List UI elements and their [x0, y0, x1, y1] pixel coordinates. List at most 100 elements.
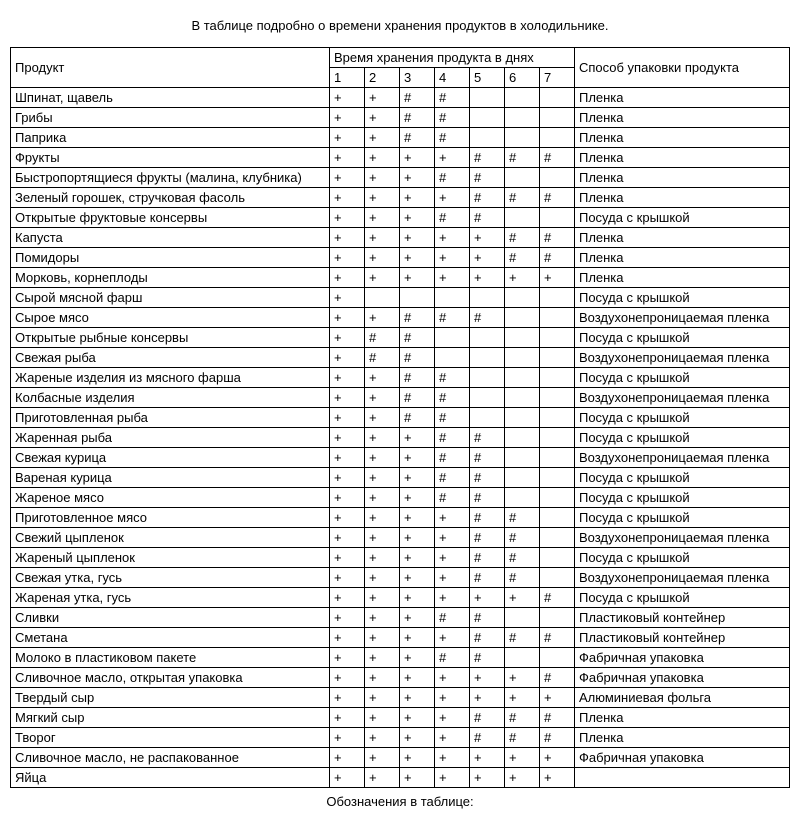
- cell-day: +: [539, 748, 574, 768]
- cell-day: #: [434, 208, 469, 228]
- cell-packaging: Пленка: [574, 228, 789, 248]
- cell-day: +: [539, 268, 574, 288]
- cell-day: +: [329, 608, 364, 628]
- cell-product: Приготовленная рыба: [11, 408, 330, 428]
- cell-day: #: [399, 408, 434, 428]
- col-days-header: Время хранения продукта в днях: [329, 48, 574, 68]
- cell-day: #: [469, 528, 504, 548]
- col-product: Продукт: [11, 48, 330, 88]
- cell-day: +: [329, 428, 364, 448]
- cell-day: [539, 128, 574, 148]
- cell-day: +: [399, 688, 434, 708]
- cell-product: Жареная утка, гусь: [11, 588, 330, 608]
- cell-day: +: [364, 548, 399, 568]
- cell-day: #: [434, 388, 469, 408]
- cell-packaging: Пленка: [574, 708, 789, 728]
- cell-product: Твердый сыр: [11, 688, 330, 708]
- cell-product: Сырой мясной фарш: [11, 288, 330, 308]
- cell-day: [504, 348, 539, 368]
- cell-day: +: [329, 408, 364, 428]
- cell-day: +: [329, 768, 364, 788]
- table-row: Мягкий сыр++++###Пленка: [11, 708, 790, 728]
- cell-day: #: [434, 368, 469, 388]
- cell-day: +: [329, 388, 364, 408]
- cell-day: [469, 388, 504, 408]
- cell-day: #: [469, 308, 504, 328]
- cell-product: Сырое мясо: [11, 308, 330, 328]
- cell-day: #: [364, 328, 399, 348]
- table-row: Сырое мясо++###Воздухонепроницаемая плен…: [11, 308, 790, 328]
- cell-day: +: [329, 468, 364, 488]
- table-row: Свежий цыпленок++++##Воздухонепроницаема…: [11, 528, 790, 548]
- table-row: Колбасные изделия++##Воздухонепроницаема…: [11, 388, 790, 408]
- cell-day: #: [399, 328, 434, 348]
- cell-day: [539, 368, 574, 388]
- cell-day: #: [469, 488, 504, 508]
- cell-day: #: [504, 528, 539, 548]
- cell-day: +: [504, 688, 539, 708]
- cell-day: [539, 328, 574, 348]
- cell-day: [364, 288, 399, 308]
- table-row: Быстропортящиеся фрукты (малина, клубник…: [11, 168, 790, 188]
- cell-day: +: [329, 88, 364, 108]
- table-row: Сливочное масло, открытая упаковка++++++…: [11, 668, 790, 688]
- cell-day: #: [539, 188, 574, 208]
- cell-day: +: [364, 228, 399, 248]
- cell-product: Жаренная рыба: [11, 428, 330, 448]
- cell-day: +: [329, 528, 364, 548]
- cell-product: Яйца: [11, 768, 330, 788]
- table-row: Свежая рыба+##Воздухонепроницаемая пленк…: [11, 348, 790, 368]
- table-row: Жареное мясо+++##Посуда с крышкой: [11, 488, 790, 508]
- cell-day: [539, 548, 574, 568]
- cell-product: Открытые фруктовые консервы: [11, 208, 330, 228]
- cell-day: #: [469, 448, 504, 468]
- cell-day: +: [504, 768, 539, 788]
- cell-day: #: [434, 468, 469, 488]
- cell-day: #: [504, 228, 539, 248]
- cell-day: [539, 288, 574, 308]
- cell-day: +: [399, 608, 434, 628]
- cell-day: #: [539, 148, 574, 168]
- cell-day: #: [469, 168, 504, 188]
- cell-day: +: [364, 708, 399, 728]
- cell-day: +: [364, 508, 399, 528]
- cell-day: +: [329, 348, 364, 368]
- cell-day: +: [434, 568, 469, 588]
- cell-day: +: [434, 708, 469, 728]
- cell-packaging: Посуда с крышкой: [574, 288, 789, 308]
- cell-day: [539, 308, 574, 328]
- cell-day: +: [364, 668, 399, 688]
- cell-day: +: [364, 568, 399, 588]
- cell-day: +: [329, 488, 364, 508]
- cell-day: #: [399, 368, 434, 388]
- cell-day: +: [329, 168, 364, 188]
- cell-packaging: Воздухонепроницаемая пленка: [574, 348, 789, 368]
- cell-day: +: [364, 248, 399, 268]
- cell-day: +: [434, 548, 469, 568]
- cell-day: +: [364, 308, 399, 328]
- cell-day: +: [364, 748, 399, 768]
- cell-packaging: [574, 768, 789, 788]
- cell-day: [504, 488, 539, 508]
- table-row: Свежая курица+++##Воздухонепроницаемая п…: [11, 448, 790, 468]
- cell-day: +: [504, 668, 539, 688]
- table-row: Твердый сыр+++++++Алюминиевая фольга: [11, 688, 790, 708]
- cell-packaging: Пленка: [574, 268, 789, 288]
- cell-product: Сливки: [11, 608, 330, 628]
- cell-day: +: [364, 688, 399, 708]
- cell-day: #: [504, 628, 539, 648]
- cell-day: +: [364, 608, 399, 628]
- cell-packaging: Пленка: [574, 728, 789, 748]
- cell-day: #: [504, 188, 539, 208]
- cell-packaging: Пластиковый контейнер: [574, 608, 789, 628]
- table-row: Открытые рыбные консервы+##Посуда с крыш…: [11, 328, 790, 348]
- cell-day: +: [364, 588, 399, 608]
- cell-day: +: [329, 248, 364, 268]
- cell-product: Капуста: [11, 228, 330, 248]
- cell-day: +: [399, 268, 434, 288]
- cell-day: +: [504, 268, 539, 288]
- cell-day: #: [539, 228, 574, 248]
- cell-day: [504, 608, 539, 628]
- cell-day: +: [364, 148, 399, 168]
- cell-product: Свежий цыпленок: [11, 528, 330, 548]
